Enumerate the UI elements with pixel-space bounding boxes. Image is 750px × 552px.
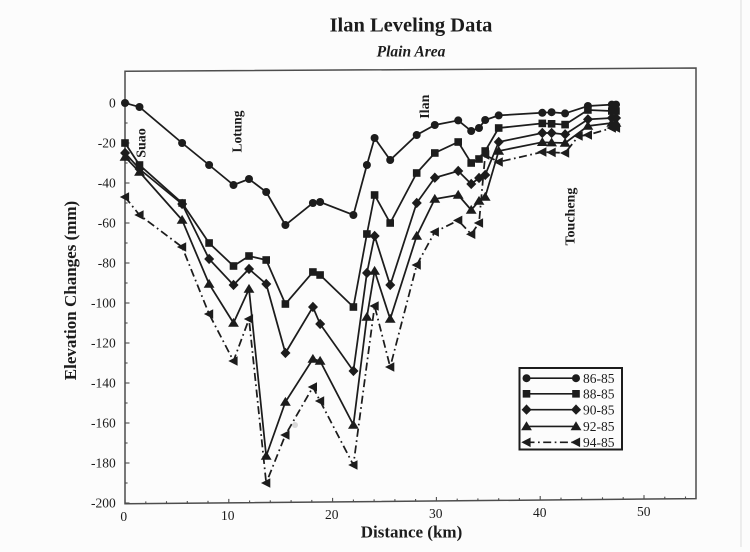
svg-text:0: 0 — [120, 509, 127, 524]
svg-text:-20: -20 — [98, 135, 116, 150]
svg-text:86-85: 86-85 — [583, 371, 615, 386]
svg-text:40: 40 — [533, 505, 547, 520]
svg-text:10: 10 — [221, 508, 235, 523]
svg-text:Elevation Changes (mm): Elevation Changes (mm) — [61, 201, 80, 380]
svg-text:90-85: 90-85 — [583, 403, 615, 418]
svg-text:Ilan: Ilan — [418, 94, 433, 118]
svg-text:30: 30 — [429, 506, 443, 521]
svg-text:0: 0 — [109, 95, 116, 110]
svg-text:-40: -40 — [98, 175, 116, 190]
svg-text:88-85: 88-85 — [583, 387, 615, 402]
svg-text:-160: -160 — [91, 415, 116, 430]
svg-text:94-85: 94-85 — [583, 435, 615, 450]
svg-text:Plain Area: Plain Area — [377, 44, 446, 61]
svg-text:Ilan Leveling Data: Ilan Leveling Data — [330, 15, 493, 37]
svg-text:-180: -180 — [91, 455, 116, 470]
svg-text:Toucheng: Toucheng — [564, 188, 579, 246]
svg-text:-80: -80 — [98, 255, 116, 270]
svg-text:92-85: 92-85 — [583, 419, 615, 434]
svg-text:-100: -100 — [91, 295, 116, 310]
svg-text:-200: -200 — [91, 495, 116, 510]
svg-text:-60: -60 — [98, 215, 116, 230]
svg-text:-140: -140 — [91, 375, 116, 390]
svg-text:Lotung: Lotung — [230, 110, 245, 152]
svg-text:50: 50 — [637, 504, 651, 519]
svg-text:20: 20 — [325, 507, 339, 522]
svg-text:Suao: Suao — [135, 128, 150, 158]
svg-text:-120: -120 — [91, 335, 116, 350]
svg-text:Distance (km): Distance (km) — [361, 523, 463, 542]
